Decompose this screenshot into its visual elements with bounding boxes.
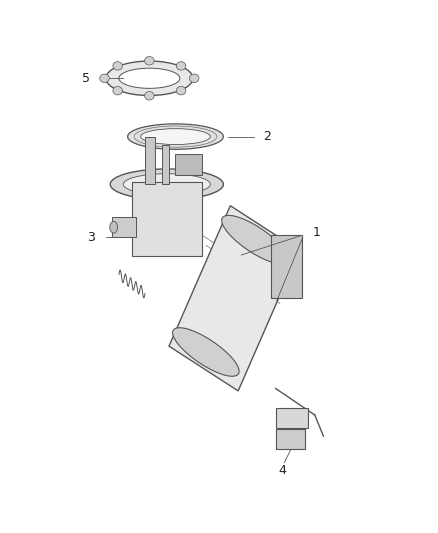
Bar xyxy=(276,408,308,428)
Ellipse shape xyxy=(222,215,288,264)
Text: 5: 5 xyxy=(82,72,90,85)
Ellipse shape xyxy=(113,62,123,70)
Ellipse shape xyxy=(145,92,154,100)
Text: 2: 2 xyxy=(263,130,271,143)
Ellipse shape xyxy=(100,74,110,83)
Bar xyxy=(145,136,155,184)
Bar xyxy=(176,154,201,175)
Ellipse shape xyxy=(127,124,223,149)
Bar xyxy=(169,206,300,391)
Bar xyxy=(162,144,170,184)
Ellipse shape xyxy=(106,61,193,95)
Ellipse shape xyxy=(113,86,123,95)
Ellipse shape xyxy=(141,128,210,144)
Ellipse shape xyxy=(189,74,199,83)
Bar xyxy=(113,217,136,237)
Ellipse shape xyxy=(110,169,223,200)
Ellipse shape xyxy=(110,221,117,233)
Ellipse shape xyxy=(176,62,186,70)
Text: 4: 4 xyxy=(278,464,286,477)
Text: 3: 3 xyxy=(87,231,95,244)
Ellipse shape xyxy=(173,328,239,376)
Ellipse shape xyxy=(119,68,180,88)
Bar xyxy=(132,182,201,256)
Ellipse shape xyxy=(145,56,154,65)
Bar xyxy=(276,429,305,449)
Bar xyxy=(271,235,302,298)
Ellipse shape xyxy=(123,174,210,195)
Text: 1: 1 xyxy=(313,225,321,239)
Ellipse shape xyxy=(176,86,186,95)
